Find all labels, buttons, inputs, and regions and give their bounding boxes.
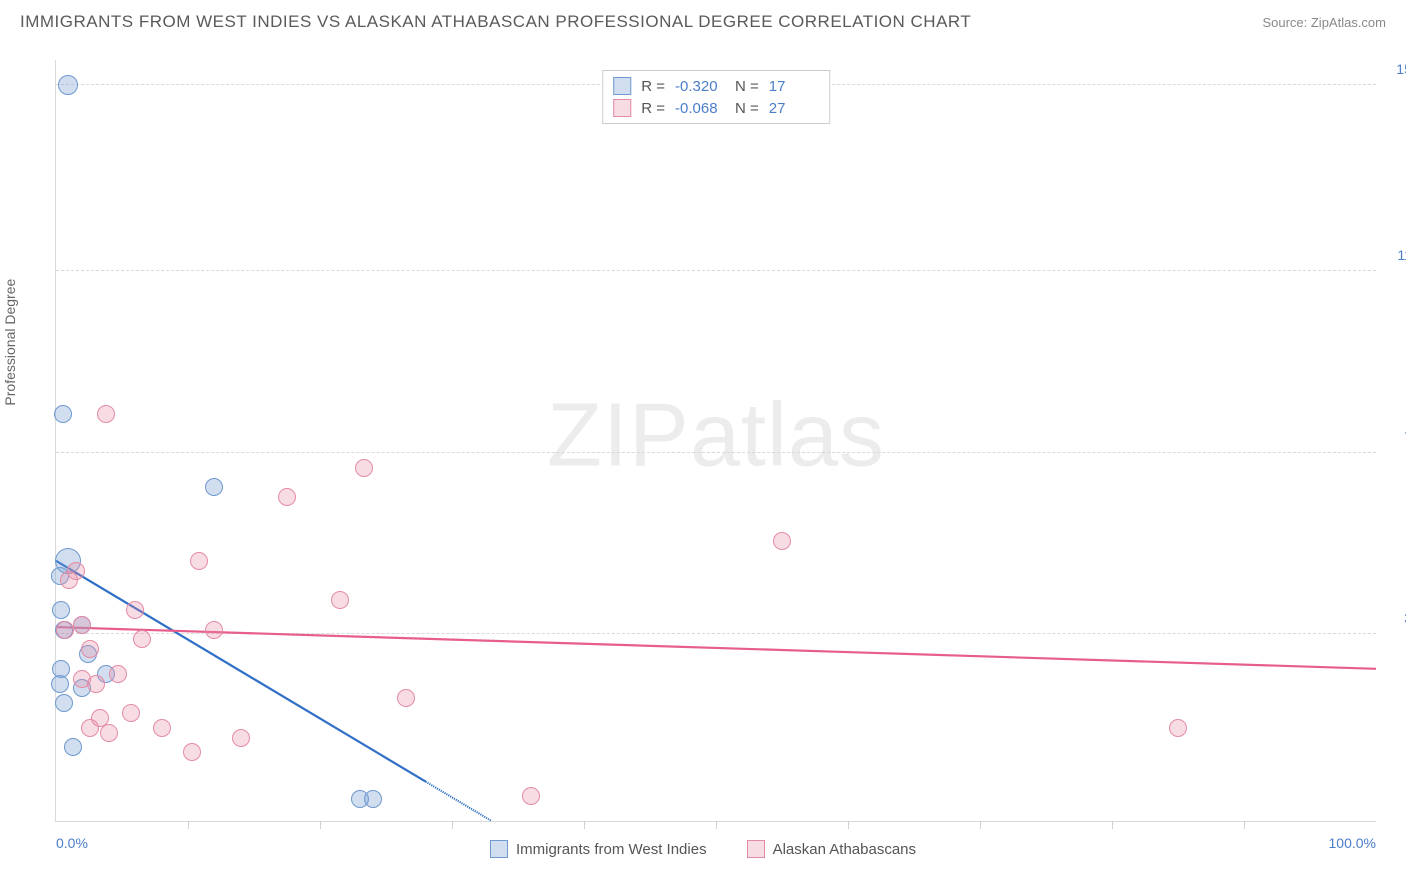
scatter-point: [205, 621, 223, 639]
scatter-point: [397, 689, 415, 707]
stat-r-label: R =: [641, 100, 665, 117]
legend-item: Immigrants from West Indies: [490, 840, 707, 858]
scatter-point: [87, 675, 105, 693]
scatter-point: [331, 591, 349, 609]
scatter-point: [153, 719, 171, 737]
stats-row: R = -0.320 N = 17: [613, 75, 819, 97]
y-axis-label: Professional Degree: [2, 279, 18, 406]
x-tick: [452, 821, 453, 829]
scatter-point: [56, 621, 74, 639]
scatter-point: [122, 704, 140, 722]
scatter-point: [73, 616, 91, 634]
scatter-point: [278, 488, 296, 506]
scatter-point: [97, 405, 115, 423]
legend-label: Immigrants from West Indies: [516, 841, 707, 858]
scatter-point: [522, 787, 540, 805]
scatter-point: [109, 665, 127, 683]
legend-swatch: [490, 840, 508, 858]
x-tick: [1112, 821, 1113, 829]
chart-title: IMMIGRANTS FROM WEST INDIES VS ALASKAN A…: [20, 12, 971, 32]
scatter-point: [52, 601, 70, 619]
scatter-point: [81, 640, 99, 658]
legend-swatch: [613, 77, 631, 95]
scatter-point: [1169, 719, 1187, 737]
legend-swatch: [747, 840, 765, 858]
source-attribution: Source: ZipAtlas.com: [1262, 15, 1386, 30]
plot-area: ZIPatlas 3.8%7.5%11.2%15.0%0.0%100.0%R =…: [55, 60, 1376, 822]
scatter-point: [232, 729, 250, 747]
stat-n-value: 17: [769, 78, 819, 95]
x-tick: [716, 821, 717, 829]
stats-row: R = -0.068 N = 27: [613, 97, 819, 119]
legend-swatch: [613, 99, 631, 117]
trend-line-dashed: [426, 782, 492, 821]
scatter-point: [126, 601, 144, 619]
scatter-point: [54, 405, 72, 423]
scatter-point: [183, 743, 201, 761]
stat-n-value: 27: [769, 100, 819, 117]
source-prefix: Source:: [1262, 15, 1310, 30]
stat-r-label: R =: [641, 78, 665, 95]
scatter-point: [60, 571, 78, 589]
scatter-point: [81, 719, 99, 737]
trend-layer: [56, 60, 1376, 821]
header-row: IMMIGRANTS FROM WEST INDIES VS ALASKAN A…: [0, 0, 1406, 38]
chart-container: Professional Degree ZIPatlas 3.8%7.5%11.…: [20, 50, 1386, 872]
y-tick-label: 7.5%: [1381, 429, 1406, 445]
scatter-point: [364, 790, 382, 808]
scatter-point: [51, 675, 69, 693]
y-tick-label: 11.2%: [1381, 247, 1406, 263]
x-tick: [584, 821, 585, 829]
scatter-point: [355, 459, 373, 477]
y-tick-label: 15.0%: [1381, 61, 1406, 77]
scatter-point: [190, 552, 208, 570]
x-tick: [1244, 821, 1245, 829]
stat-n-label: N =: [735, 78, 759, 95]
stat-n-label: N =: [735, 100, 759, 117]
trend-line: [56, 627, 1376, 669]
legend-label: Alaskan Athabascans: [773, 841, 916, 858]
source-link[interactable]: ZipAtlas.com: [1311, 15, 1386, 30]
scatter-point: [133, 630, 151, 648]
x-tick: [848, 821, 849, 829]
x-tick: [188, 821, 189, 829]
scatter-point: [205, 478, 223, 496]
y-tick-label: 3.8%: [1381, 610, 1406, 626]
legend-item: Alaskan Athabascans: [747, 840, 916, 858]
stats-legend: R = -0.320 N = 17 R = -0.068 N = 27: [602, 70, 830, 124]
x-tick: [980, 821, 981, 829]
x-tick: [320, 821, 321, 829]
scatter-point: [100, 724, 118, 742]
scatter-point: [64, 738, 82, 756]
stat-r-value: -0.320: [675, 78, 725, 95]
scatter-point: [58, 75, 78, 95]
scatter-point: [773, 532, 791, 550]
series-legend: Immigrants from West Indies Alaskan Athab…: [20, 840, 1386, 858]
scatter-point: [55, 694, 73, 712]
stat-r-value: -0.068: [675, 100, 725, 117]
